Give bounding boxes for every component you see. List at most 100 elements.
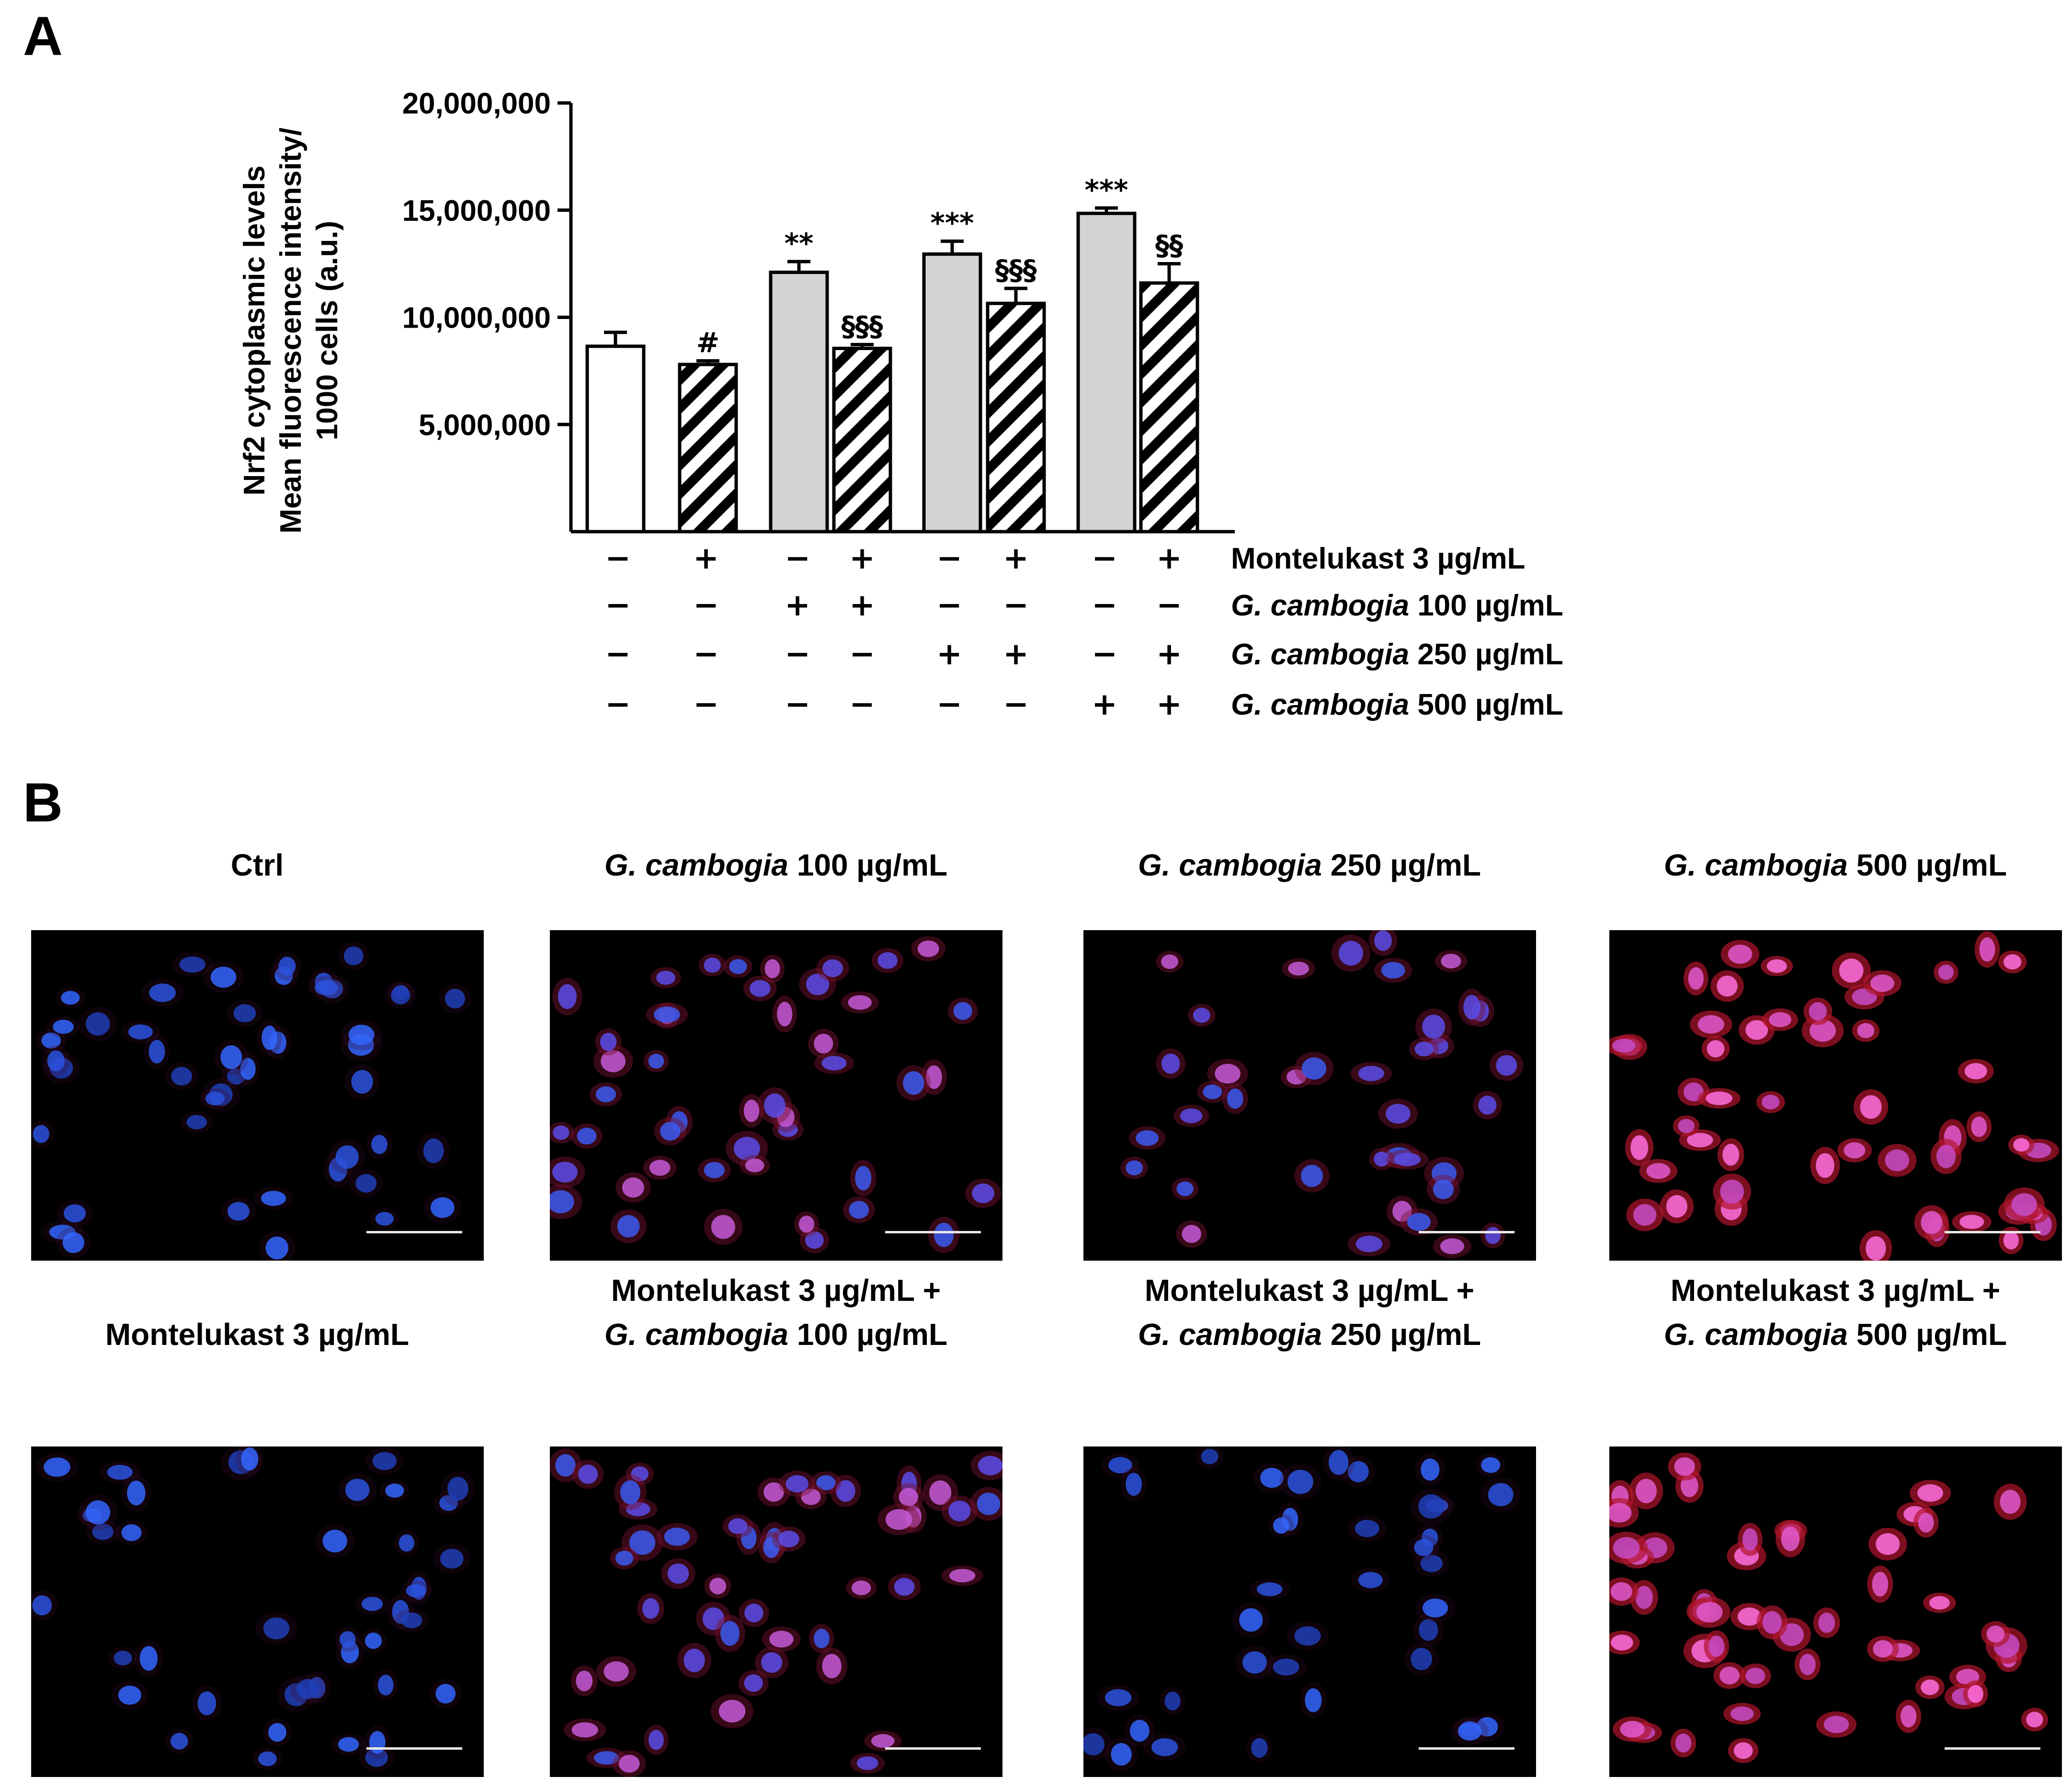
cell-nucleus: [553, 1125, 569, 1140]
cell-nucleus: [361, 1596, 383, 1611]
cell-nucleus: [764, 1093, 786, 1118]
cell-nucleus: [1697, 1015, 1724, 1034]
cell-nucleus: [1414, 1041, 1434, 1057]
cell-nucleus: [1799, 1654, 1816, 1675]
cell-nucleus: [1440, 1238, 1465, 1254]
cell-nucleus: [1355, 1520, 1379, 1537]
cell-nucleus: [1111, 1743, 1132, 1766]
cell-nucleus: [1478, 1095, 1497, 1115]
cell-nucleus: [1921, 1679, 1939, 1695]
micrograph-title-species: G. cambogia: [1138, 848, 1322, 882]
micrograph-title-dose: 250 µg/mL: [1322, 848, 1481, 882]
cell-nucleus: [1866, 1236, 1886, 1261]
treatment-sign: −: [1156, 588, 1182, 623]
fluorescence-micrograph: [1609, 1446, 2062, 1777]
cell-nucleus: [118, 1686, 141, 1705]
cell-nucleus: [1959, 1215, 1984, 1229]
cell-nucleus: [372, 1452, 397, 1470]
cell-nucleus: [148, 1040, 165, 1064]
cell-nucleus: [355, 1174, 377, 1193]
cell-nucleus: [1201, 1448, 1218, 1465]
cell-nucleus: [1917, 1484, 1943, 1502]
bar: [832, 346, 892, 534]
cell-nucleus: [322, 1529, 347, 1553]
cell-nucleus: [656, 970, 675, 985]
treatment-sign: −: [849, 687, 875, 722]
cell-nucleus: [704, 957, 721, 973]
y-tick-label: 5,000,000: [419, 409, 551, 442]
cell-nucleus: [660, 1122, 681, 1141]
significance-label: §§§: [842, 310, 883, 342]
cell-nucleus: [1355, 1235, 1383, 1253]
cell-nucleus: [2003, 1231, 2019, 1250]
panel-a-label: A: [23, 6, 63, 67]
scale-bar: [1945, 1747, 2040, 1750]
cell-nucleus: [385, 1483, 404, 1498]
cell-nucleus: [769, 1630, 794, 1648]
cell-nucleus: [398, 1534, 415, 1552]
cell-nucleus: [1286, 1069, 1307, 1085]
cell-nucleus: [1294, 1626, 1321, 1646]
cell-nucleus: [728, 1518, 748, 1534]
cell-nucleus: [1722, 1144, 1740, 1166]
cell-nucleus: [447, 1477, 468, 1501]
cell-nucleus: [220, 1045, 242, 1070]
cell-nucleus: [296, 1679, 319, 1699]
cell-nucleus: [617, 1215, 640, 1238]
fluorescence-micrograph: [550, 1446, 1002, 1777]
cell-nucleus: [41, 1032, 61, 1048]
cell-nucleus: [338, 1737, 359, 1752]
cell-nucleus: [186, 1115, 207, 1129]
cell-nucleus: [648, 1054, 664, 1069]
cell-nucleus: [595, 1086, 616, 1103]
cell-nucleus: [33, 1125, 49, 1143]
cell-nucleus: [1762, 1611, 1782, 1634]
cell-nucleus: [764, 959, 780, 979]
bar: [1139, 281, 1199, 534]
significance-label: #: [696, 326, 720, 359]
cell-nucleus: [777, 1002, 793, 1026]
cell-nucleus: [1674, 1457, 1695, 1476]
cell-nucleus: [855, 1166, 872, 1191]
cell-nucleus: [1720, 1179, 1744, 1204]
cell-nucleus: [1675, 1733, 1692, 1753]
cell-nucleus: [339, 1631, 356, 1648]
cell-nucleus: [171, 1732, 188, 1750]
cell-nucleus: [315, 980, 338, 996]
treatment-sign: −: [1092, 588, 1117, 623]
treatment-sign: −: [785, 637, 810, 672]
cell-nucleus: [1164, 1691, 1181, 1711]
bar-chart: Nrf2 cytoplasmic levels Mean fluorescence…: [238, 87, 1563, 722]
scale-bar: [1419, 1747, 1514, 1750]
y-axis-title-line: 1000 cells (a.u.): [311, 221, 344, 440]
cell-nucleus: [576, 1670, 593, 1692]
cell-nucleus: [1964, 1063, 1987, 1080]
treatment-sign: −: [785, 541, 810, 576]
cell-nucleus: [406, 1584, 426, 1598]
cell-nucleus: [364, 1632, 382, 1649]
cell-nucleus: [899, 1488, 918, 1506]
cell-nucleus: [1769, 1012, 1792, 1027]
cell-nucleus: [1287, 1469, 1313, 1494]
cell-nucleus: [335, 1145, 359, 1169]
cell-nucleus: [552, 1162, 578, 1183]
cell-nucleus: [197, 1691, 216, 1715]
treatment-label: G. cambogia 500 µg/mL: [1231, 688, 1563, 721]
cell-nucleus: [1979, 937, 1995, 962]
cell-nucleus: [1161, 954, 1178, 969]
cell-nucleus: [778, 1530, 799, 1548]
cell-nucleus: [240, 1058, 256, 1080]
cell-nucleus: [1273, 1658, 1299, 1676]
treatment-sign: −: [849, 637, 875, 672]
cell-nucleus: [1193, 1007, 1210, 1023]
micrograph-title-text: Montelukast 3 µg/mL +: [1144, 1273, 1475, 1308]
cell-nucleus: [626, 1502, 650, 1516]
micrograph-title-dose: 250 µg/mL: [1322, 1317, 1481, 1352]
cell-nucleus: [631, 1466, 649, 1482]
micrograph-title-text: Montelukast 3 µg/mL +: [1670, 1273, 2001, 1308]
fluorescence-micrograph: [1083, 930, 1536, 1261]
cell-nucleus: [550, 1190, 574, 1214]
cell-nucleus: [375, 1212, 394, 1226]
cell-nucleus: [430, 1197, 455, 1218]
cell-nucleus: [265, 1236, 288, 1260]
